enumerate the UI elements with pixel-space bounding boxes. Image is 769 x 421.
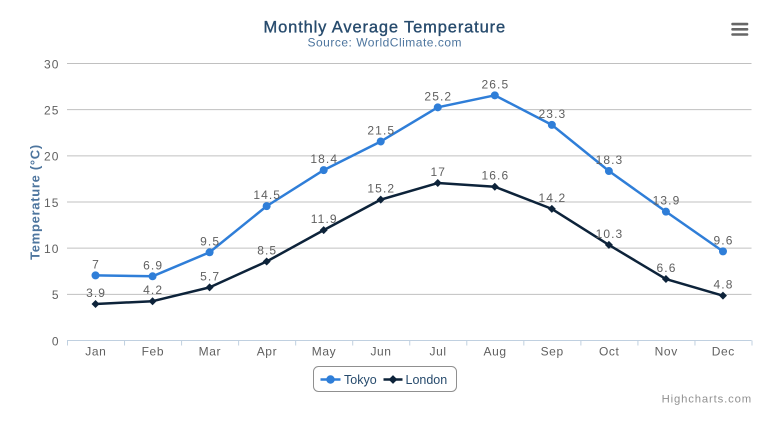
- svg-text:Jul: Jul: [429, 345, 446, 359]
- svg-text:Dec: Dec: [712, 345, 735, 359]
- svg-text:Sep: Sep: [541, 345, 564, 359]
- svg-text:30: 30: [44, 57, 60, 71]
- svg-text:5.7: 5.7: [200, 269, 220, 283]
- svg-text:15.2: 15.2: [367, 182, 395, 196]
- svg-text:26.5: 26.5: [481, 77, 509, 91]
- svg-text:Aug: Aug: [484, 345, 507, 359]
- svg-text:23.3: 23.3: [539, 107, 567, 121]
- svg-text:14.5: 14.5: [253, 188, 281, 202]
- svg-text:25.2: 25.2: [424, 89, 452, 103]
- svg-text:14.2: 14.2: [539, 191, 567, 205]
- svg-text:9.6: 9.6: [714, 233, 734, 247]
- svg-text:Monthly Average Temperature: Monthly Average Temperature: [264, 19, 506, 37]
- svg-text:20: 20: [44, 150, 60, 164]
- svg-text:3.9: 3.9: [86, 286, 106, 300]
- svg-text:15: 15: [44, 196, 60, 210]
- svg-text:Source: WorldClimate.com: Source: WorldClimate.com: [308, 36, 463, 50]
- svg-text:9.5: 9.5: [200, 234, 220, 248]
- svg-text:11.9: 11.9: [311, 212, 338, 226]
- svg-text:17: 17: [431, 165, 447, 179]
- svg-text:Temperature (°C): Temperature (°C): [28, 144, 43, 260]
- svg-text:Apr: Apr: [257, 345, 277, 359]
- svg-text:London: London: [406, 373, 448, 387]
- svg-text:5: 5: [52, 288, 60, 302]
- svg-text:May: May: [312, 345, 336, 359]
- svg-text:6.6: 6.6: [656, 261, 676, 275]
- svg-text:18.3: 18.3: [596, 153, 624, 167]
- svg-text:16.6: 16.6: [481, 169, 509, 183]
- svg-text:6.9: 6.9: [143, 258, 163, 272]
- svg-text:Nov: Nov: [655, 345, 678, 359]
- svg-text:Jan: Jan: [85, 345, 106, 359]
- svg-text:10.3: 10.3: [596, 227, 624, 241]
- svg-text:4.8: 4.8: [714, 278, 734, 292]
- svg-text:21.5: 21.5: [367, 123, 395, 137]
- svg-text:13.9: 13.9: [653, 194, 681, 208]
- svg-text:7: 7: [92, 257, 100, 271]
- svg-text:Feb: Feb: [142, 345, 164, 359]
- svg-text:Highcharts.com: Highcharts.com: [662, 393, 752, 405]
- svg-text:4.2: 4.2: [143, 283, 163, 297]
- svg-text:18.4: 18.4: [310, 152, 338, 166]
- svg-text:25: 25: [44, 104, 60, 118]
- svg-text:Oct: Oct: [599, 345, 620, 359]
- svg-text:Mar: Mar: [199, 345, 221, 359]
- svg-text:8.5: 8.5: [257, 244, 277, 258]
- svg-text:10: 10: [44, 242, 60, 256]
- svg-text:Jun: Jun: [370, 345, 391, 359]
- svg-text:0: 0: [52, 334, 60, 348]
- svg-text:Tokyo: Tokyo: [344, 373, 377, 387]
